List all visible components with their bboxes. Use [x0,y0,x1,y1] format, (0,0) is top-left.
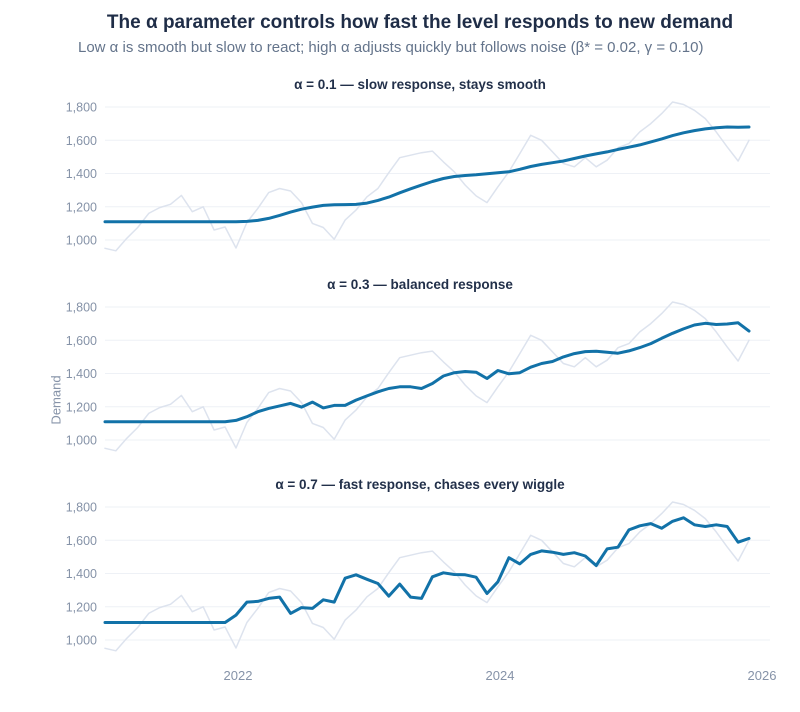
figure-title: The α parameter controls how fast the le… [106,12,734,33]
y-tick-label: 1,200 [66,600,97,614]
y-tick-label: 1,800 [66,501,97,515]
y-tick-label: 1,200 [66,400,97,414]
y-tick-label: 1,600 [66,134,97,148]
panel-alpha-0-3: α = 0.3 — balanced response 1,800 1,600 1,… [0,276,800,460]
panel-title: α = 0.1 — slow response, stays smooth [294,77,546,92]
panel-plot: 1,800 1,600 1,400 1,200 1,000 [66,101,770,252]
panel-title: α = 0.7 — fast response, chases every wi… [275,477,565,492]
y-tick-label: 1,000 [66,634,97,648]
smoothed-level-line [103,321,751,424]
y-tick-label: 1,600 [66,334,97,348]
x-tick-label: 2026 [747,668,777,683]
x-axis: 2022 2024 2026 [0,660,800,690]
x-tick-label: 2022 [223,668,253,683]
panel-title: α = 0.3 — balanced response [327,277,513,292]
panel-alpha-0-7: α = 0.7 — fast response, chases every wi… [0,476,800,660]
y-tick-label: 1,400 [66,367,97,381]
observed-demand-line [104,101,750,252]
y-tick-label: 1,800 [66,101,97,115]
smoothed-level-line [103,516,751,624]
y-tick-label: 1,400 [66,167,97,181]
y-tick-label: 1,200 [66,200,97,214]
y-tick-label: 1,800 [66,301,97,315]
panel-alpha-0-1: α = 0.1 — slow response, stays smooth 1,… [0,76,800,260]
y-tick-label: 1,400 [66,567,97,581]
observed-demand-line [104,301,750,452]
figure-subtitle: Low α is smooth but slow to react; high … [78,39,704,56]
y-tick-label: 1,600 [66,534,97,548]
y-tick-label: 1,000 [66,234,97,248]
panel-plot: 1,800 1,600 1,400 1,200 1,000 [66,501,770,652]
panel-plot: 1,800 1,600 1,400 1,200 1,000 [66,301,770,452]
figure: The α parameter controls how fast the le… [0,12,800,690]
smoothed-level-line [103,125,751,224]
y-tick-label: 1,000 [66,434,97,448]
x-tick-label: 2024 [485,668,515,683]
observed-demand-line [104,501,750,652]
